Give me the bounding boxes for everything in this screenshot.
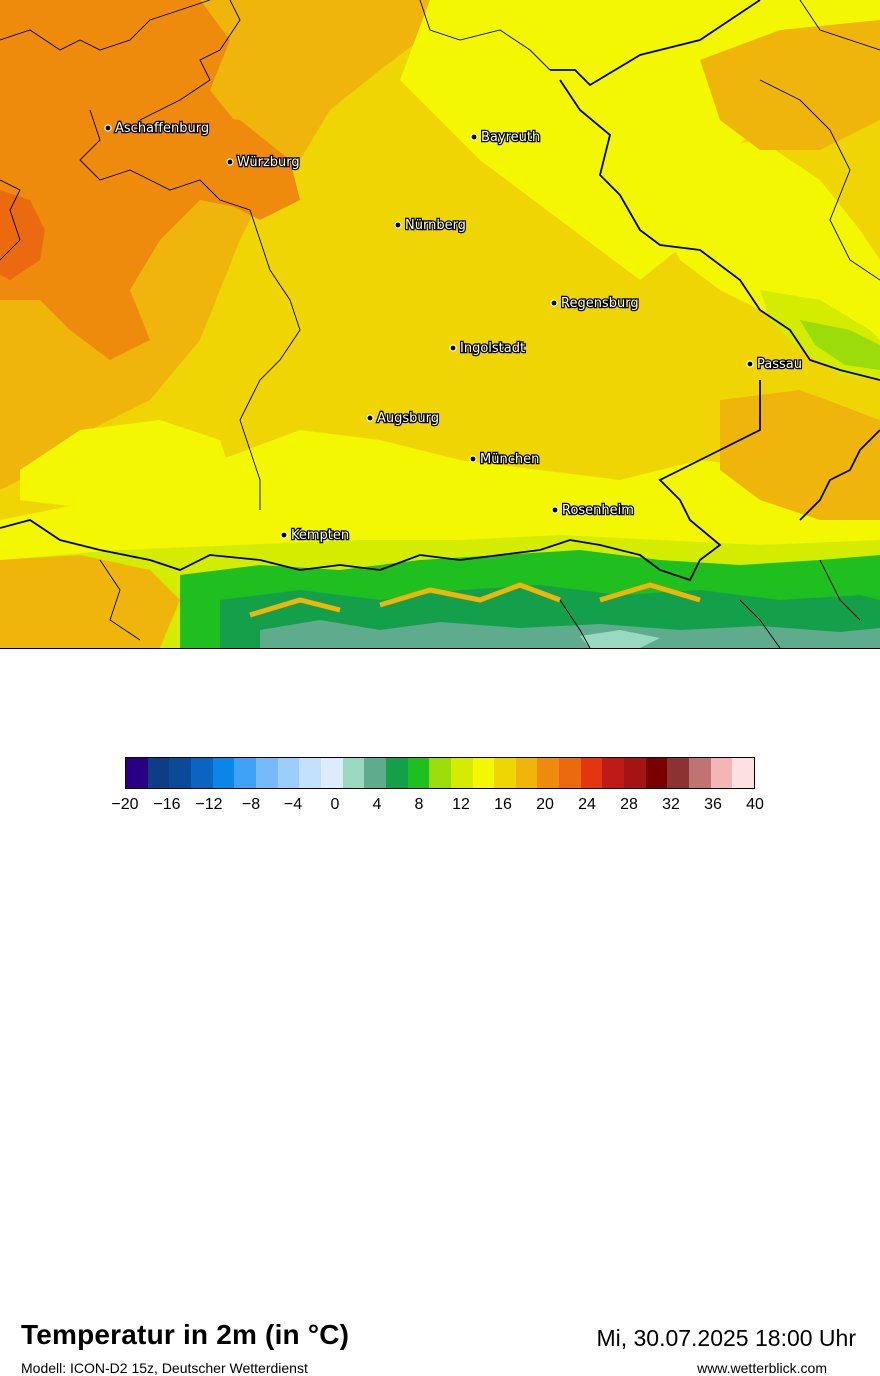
legend-tick-label: 4 bbox=[372, 796, 382, 813]
legend-tick-label: −12 bbox=[195, 796, 223, 813]
city-dot bbox=[469, 455, 477, 463]
legend-tick-label: 28 bbox=[620, 796, 638, 813]
city-passau: Passau bbox=[746, 356, 803, 373]
city-dot bbox=[104, 124, 112, 132]
legend-tick-label: 40 bbox=[746, 796, 764, 813]
legend-swatch bbox=[342, 758, 365, 788]
legend-swatch bbox=[147, 758, 170, 788]
legend-swatch bbox=[624, 758, 646, 788]
hot-patch-wuerzburg bbox=[170, 110, 300, 220]
legend-swatch bbox=[494, 758, 516, 788]
legend-swatch bbox=[710, 758, 733, 788]
legend-tick-label: 24 bbox=[578, 796, 596, 813]
city-label: Kempten bbox=[291, 528, 349, 543]
city-label: Passau bbox=[757, 357, 802, 372]
legend-swatch bbox=[559, 758, 581, 788]
city-nürnberg: Nürnberg bbox=[394, 217, 467, 234]
city-bayreuth: Bayreuth bbox=[470, 129, 541, 146]
city-rosenheim: Rosenheim bbox=[551, 502, 635, 519]
color-legend-ticks: −20 −16 −12 −8 −4 0 4 8 12 16 20 24 28 32 36 40 bbox=[111, 796, 763, 818]
city-label: Nürnberg bbox=[405, 218, 466, 233]
green-passau bbox=[800, 320, 880, 370]
city-markers: Aschaffenburg Würzburg Bayreuth Nürnberg Reg… bbox=[104, 120, 803, 544]
alps-orange-valleys bbox=[249, 582, 701, 618]
legend-swatch bbox=[320, 758, 343, 788]
legend-tick-label: 8 bbox=[414, 796, 424, 813]
legend-swatch bbox=[385, 758, 408, 788]
country-borders bbox=[0, 0, 880, 582]
city-augsburg: Augsburg bbox=[366, 410, 440, 427]
legend-swatch bbox=[190, 758, 213, 788]
alps-snow bbox=[580, 630, 660, 648]
map-title: Temperatur in 2m (in °C) bbox=[21, 1319, 350, 1350]
lake-constance-area bbox=[0, 555, 180, 648]
legend-tick-label: 32 bbox=[662, 796, 680, 813]
legend-swatch bbox=[667, 758, 690, 788]
legend-tick-label: −8 bbox=[241, 796, 261, 813]
legend-swatch bbox=[407, 758, 430, 788]
legend-swatch bbox=[602, 758, 625, 788]
map-canvas: Aschaffenburg Würzburg Bayreuth Nürnberg Reg… bbox=[0, 0, 880, 649]
legend-swatch bbox=[277, 758, 300, 788]
city-dot bbox=[226, 158, 234, 166]
city-dot bbox=[449, 344, 457, 352]
legend-swatch bbox=[450, 758, 473, 788]
city-dot bbox=[394, 221, 402, 229]
color-legend-bar bbox=[125, 757, 755, 789]
yellow-zone-west bbox=[20, 420, 240, 520]
legend-tick-label: 0 bbox=[330, 796, 340, 813]
legend-swatch bbox=[169, 758, 191, 788]
city-dot bbox=[746, 360, 754, 368]
city-dot bbox=[551, 506, 559, 514]
legend-swatch bbox=[126, 758, 148, 788]
city-label: Regensburg bbox=[561, 296, 639, 311]
website-link[interactable]: www.wetterblick.com bbox=[697, 1360, 827, 1376]
city-aschaffenburg: Aschaffenburg bbox=[104, 120, 210, 137]
legend-tick-label: 36 bbox=[704, 796, 722, 813]
city-dot bbox=[470, 133, 478, 141]
city-dot bbox=[280, 531, 288, 539]
city-dot bbox=[366, 414, 374, 422]
legend-swatch bbox=[645, 758, 668, 788]
city-label: Würzburg bbox=[237, 155, 300, 170]
state-borders bbox=[0, 0, 880, 649]
city-label: Aschaffenburg bbox=[115, 121, 209, 136]
city-label: Ingolstadt bbox=[460, 341, 525, 356]
legend-swatch bbox=[732, 758, 755, 788]
legend-tick-label: 12 bbox=[452, 796, 470, 813]
legend-tick-label: −4 bbox=[283, 796, 303, 813]
city-dot bbox=[550, 299, 558, 307]
legend-tick-label: −20 bbox=[111, 796, 139, 813]
legend-swatch bbox=[212, 758, 235, 788]
legend-swatch bbox=[537, 758, 560, 788]
legend-swatch bbox=[255, 758, 278, 788]
legend-tick-label: 20 bbox=[536, 796, 554, 813]
city-label: Augsburg bbox=[377, 411, 439, 426]
city-kempten: Kempten bbox=[280, 527, 350, 544]
legend-swatch bbox=[429, 758, 451, 788]
city-label: Bayreuth bbox=[481, 130, 540, 145]
legend-tick-label: 16 bbox=[494, 796, 512, 813]
city-ingolstadt: Ingolstadt bbox=[449, 340, 526, 357]
legend-swatch bbox=[472, 758, 495, 788]
legend-swatch bbox=[580, 758, 603, 788]
city-würzburg: Würzburg bbox=[226, 154, 301, 171]
model-source: Modell: ICON-D2 15z, Deutscher Wetterdie… bbox=[21, 1360, 308, 1376]
city-münchen: München bbox=[469, 451, 541, 468]
legend-swatch bbox=[299, 758, 321, 788]
forecast-datetime: Mi, 30.07.2025 18:00 Uhr bbox=[596, 1325, 856, 1351]
city-label: Rosenheim bbox=[562, 503, 634, 518]
city-label: München bbox=[480, 452, 539, 467]
legend-swatch bbox=[689, 758, 711, 788]
legend-swatch bbox=[515, 758, 538, 788]
warm-zone-northeast bbox=[700, 20, 880, 150]
alps-peaks bbox=[260, 620, 880, 648]
hot-patch-north bbox=[30, 20, 150, 120]
temperature-map: Aschaffenburg Würzburg Bayreuth Nürnberg Reg… bbox=[0, 0, 880, 649]
legend-swatch bbox=[364, 758, 386, 788]
city-regensburg: Regensburg bbox=[550, 295, 640, 312]
legend-swatch bbox=[234, 758, 256, 788]
legend-tick-label: −16 bbox=[153, 796, 181, 813]
